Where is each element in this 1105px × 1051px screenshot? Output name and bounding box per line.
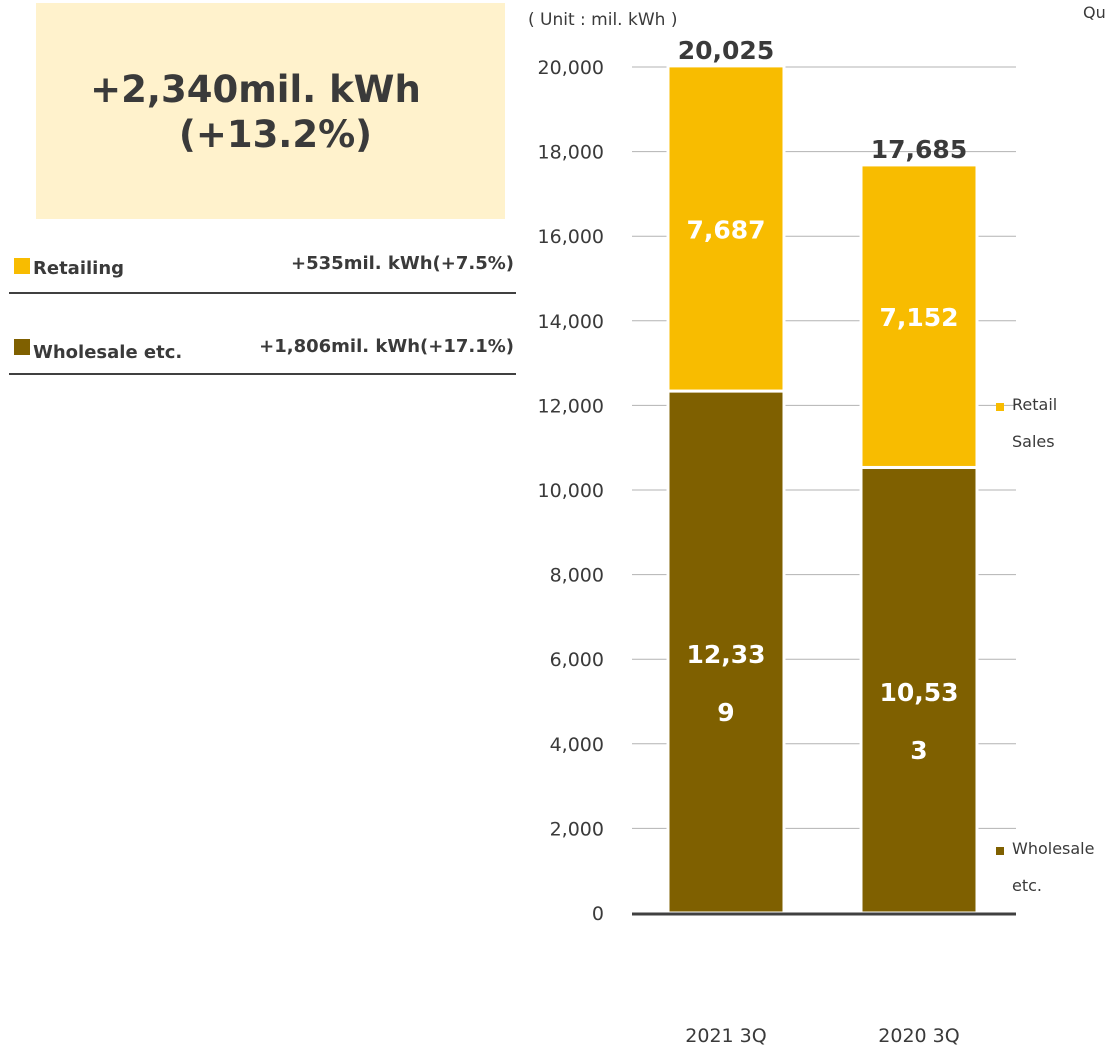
- legend-label: Wholesale: [1012, 839, 1094, 858]
- legend-label: Sales: [1012, 432, 1055, 451]
- corner-text: Qu: [1083, 3, 1105, 22]
- bar-segment: [666, 64, 786, 393]
- bar-total-label: 17,685: [871, 135, 967, 164]
- x-tick-label: 2020 3Q: [878, 1025, 959, 1047]
- bar-value-label: 7,687: [686, 215, 765, 244]
- y-tick-label: 12,000: [538, 395, 604, 417]
- legend-label: Retail: [1012, 395, 1057, 414]
- unit-label: ( Unit : mil. kWh ): [528, 10, 678, 30]
- wholesale-swatch-icon: [14, 339, 30, 355]
- bar-segment: [666, 389, 786, 915]
- y-tick-label: 6,000: [550, 649, 604, 671]
- y-tick-label: 8,000: [550, 565, 604, 587]
- y-tick-label: 14,000: [538, 311, 604, 333]
- breakdown-delta: +535mil. kWh(+7.5%): [291, 253, 514, 274]
- bar-total-label: 20,025: [678, 36, 774, 65]
- breakdown-row-wholesale: Wholesale etc. +1,806mil. kWh(+17.1%): [9, 333, 516, 375]
- bar-value-label: 12,33: [686, 640, 765, 669]
- legend-label: etc.: [1012, 876, 1042, 895]
- y-tick-label: 4,000: [550, 734, 604, 756]
- retailing-swatch-icon: [14, 258, 30, 274]
- breakdown-delta: +1,806mil. kWh(+17.1%): [259, 336, 514, 357]
- legend-swatch-icon: [996, 847, 1004, 855]
- y-tick-label: 18,000: [538, 142, 604, 164]
- summary-total-change: +2,340mil. kWh: [90, 68, 421, 111]
- summary-total-percent: (+13.2%): [178, 113, 373, 156]
- x-tick-label: 2021 3Q: [685, 1025, 766, 1047]
- bar-value-label: 3: [910, 736, 927, 765]
- breakdown-label: Retailing: [33, 258, 125, 279]
- y-tick-label: 16,000: [538, 226, 604, 248]
- y-tick-label: 2,000: [550, 818, 604, 840]
- bar-value-label: 10,53: [879, 678, 958, 707]
- breakdown-row-retailing: Retailing +535mil. kWh(+7.5%): [9, 252, 516, 294]
- legend-swatch-icon: [996, 403, 1004, 411]
- y-tick-label: 0: [592, 903, 604, 925]
- summary-box: +2,340mil. kWh (+13.2%): [36, 3, 505, 219]
- bar-value-label: 7,152: [879, 303, 958, 332]
- bar-value-label: 9: [717, 698, 734, 727]
- breakdown-label: Wholesale etc.: [33, 342, 183, 363]
- bar-segment: [859, 163, 979, 469]
- y-tick-label: 10,000: [538, 480, 604, 502]
- y-tick-label: 20,000: [538, 57, 604, 79]
